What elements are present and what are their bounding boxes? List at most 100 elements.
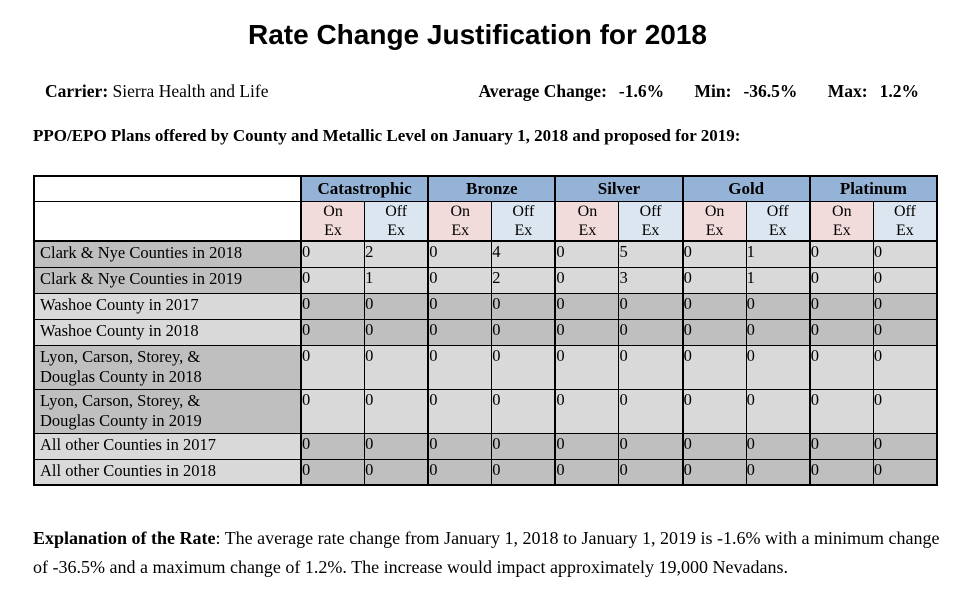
page-title: Rate Change Justification for 2018 — [247, 19, 707, 50]
carrier-line: Carrier: Sierra Health and Life — [45, 81, 269, 102]
plan-count-cell: 0 — [681, 388, 747, 434]
plan-count-cell: 0 — [427, 344, 493, 390]
plan-count-cell: 5 — [618, 240, 684, 268]
plan-count-cell: 0 — [300, 318, 366, 346]
max-change-stat: Max: 1.2% — [828, 81, 919, 101]
plan-count-cell: 1 — [745, 240, 811, 268]
explanation-paragraph: Explanation of the Rate: The average rat… — [33, 524, 941, 581]
plan-count-cell: 0 — [745, 318, 811, 346]
plan-count-cell: 0 — [872, 432, 938, 460]
plan-count-cell: 2 — [491, 266, 556, 294]
plan-count-cell: 0 — [681, 266, 747, 294]
plan-count-cell: 3 — [618, 266, 684, 294]
on-exchange-header: On Ex — [554, 200, 620, 242]
plan-count-cell: 0 — [681, 318, 747, 346]
table-row: Lyon, Carson, Storey, & Douglas County i… — [33, 344, 938, 390]
plan-count-cell: 0 — [427, 458, 493, 486]
corner-cell — [33, 200, 302, 242]
plan-count-cell: 0 — [364, 292, 429, 320]
plan-count-cell: 0 — [808, 266, 874, 294]
off-exchange-header: Off Ex — [364, 200, 429, 242]
on-exchange-header: On Ex — [808, 200, 874, 242]
min-value: -36.5% — [743, 81, 798, 101]
plan-count-cell: 0 — [364, 318, 429, 346]
plan-count-cell: 0 — [491, 458, 556, 486]
metallic-header-catastrophic: Catastrophic — [299, 175, 429, 202]
plan-count-cell: 0 — [554, 432, 620, 460]
plan-count-cell: 0 — [618, 388, 684, 434]
on-exchange-header: On Ex — [681, 200, 747, 242]
plan-count-cell: 0 — [554, 318, 620, 346]
metallic-header-platinum: Platinum — [808, 175, 938, 202]
plan-count-cell: 0 — [364, 458, 429, 486]
plan-count-cell: 0 — [745, 292, 811, 320]
explanation-lead: Explanation of the Rate — [33, 528, 216, 548]
plan-count-cell: 0 — [427, 240, 493, 268]
min-label: Min: — [694, 81, 732, 101]
plan-count-cell: 0 — [872, 266, 938, 294]
plan-count-cell: 0 — [364, 432, 429, 460]
plan-count-cell: 0 — [872, 344, 938, 390]
max-value: 1.2% — [879, 81, 919, 101]
plan-count-cell: 0 — [364, 344, 429, 390]
table-row: All other Counties in 2018 0 0 0 0 0 0 0 0 0 0 — [33, 458, 938, 486]
plan-count-cell: 0 — [808, 240, 874, 268]
table-row: All other Counties in 2017 0 0 0 0 0 0 0 0 0 0 — [33, 432, 938, 460]
rate-stats: Average Change: -1.6% Min: -36.5% Max: 1.2% — [478, 81, 919, 102]
plan-count-cell: 0 — [618, 292, 684, 320]
plan-count-cell: 0 — [300, 266, 366, 294]
county-row-label: Clark & Nye Counties in 2019 — [33, 266, 302, 294]
plan-count-cell: 0 — [808, 292, 874, 320]
plan-count-cell: 0 — [745, 388, 811, 434]
plan-count-cell: 0 — [872, 388, 938, 434]
info-row: Carrier: Sierra Health and Life Average … — [45, 81, 919, 102]
table-row: Clark & Nye Counties in 2018 0 2 0 4 0 5 0 1 0 0 — [33, 240, 938, 268]
plan-count-cell: 0 — [300, 292, 366, 320]
off-exchange-header: Off Ex — [745, 200, 811, 242]
plan-count-cell: 0 — [872, 292, 938, 320]
county-row-label: Washoe County in 2018 — [33, 318, 302, 346]
plan-count-cell: 0 — [872, 240, 938, 268]
plan-count-cell: 0 — [554, 266, 620, 294]
plan-count-cell: 2 — [364, 240, 429, 268]
explanation-body: : The average rate change from January 1… — [33, 528, 940, 577]
metallic-header-bronze: Bronze — [427, 175, 556, 202]
plan-count-cell: 0 — [364, 388, 429, 434]
table-row: Washoe County in 2017 0 0 0 0 0 0 0 0 0 0 — [33, 292, 938, 320]
plan-count-cell: 0 — [300, 240, 366, 268]
county-row-label: Washoe County in 2017 — [33, 292, 302, 320]
carrier-label: Carrier: — [45, 81, 109, 101]
plan-count-cell: 0 — [554, 240, 620, 268]
plan-count-cell: 0 — [808, 318, 874, 346]
off-exchange-header: Off Ex — [872, 200, 938, 242]
plan-count-cell: 4 — [491, 240, 556, 268]
plan-count-cell: 0 — [491, 388, 556, 434]
plan-count-cell: 0 — [808, 388, 874, 434]
plan-count-cell: 0 — [808, 344, 874, 390]
plan-count-cell: 0 — [300, 458, 366, 486]
plan-count-cell: 1 — [364, 266, 429, 294]
plan-count-cell: 0 — [618, 458, 684, 486]
carrier-value: Sierra Health and Life — [112, 81, 269, 101]
plan-count-cell: 0 — [491, 292, 556, 320]
plan-count-cell: 0 — [427, 388, 493, 434]
plan-count-cell: 0 — [554, 344, 620, 390]
corner-cell — [33, 175, 302, 202]
plan-count-cell: 0 — [618, 344, 684, 390]
plan-count-cell: 0 — [745, 458, 811, 486]
average-change-label: Average Change: — [478, 81, 607, 101]
plan-count-cell: 0 — [300, 388, 366, 434]
plan-count-cell: 0 — [491, 432, 556, 460]
plan-count-cell: 1 — [745, 266, 811, 294]
plan-count-cell: 0 — [491, 344, 556, 390]
on-exchange-header: On Ex — [427, 200, 493, 242]
table-row: Clark & Nye Counties in 2019 0 1 0 2 0 3 0 1 0 0 — [33, 266, 938, 294]
county-row-label: All other Counties in 2018 — [33, 458, 302, 486]
plan-count-cell: 0 — [427, 432, 493, 460]
plan-count-cell: 0 — [300, 344, 366, 390]
plan-count-cell: 0 — [554, 458, 620, 486]
plan-count-cell: 0 — [681, 292, 747, 320]
plan-count-cell: 0 — [618, 318, 684, 346]
off-exchange-header: Off Ex — [491, 200, 556, 242]
county-row-label: All other Counties in 2017 — [33, 432, 302, 460]
